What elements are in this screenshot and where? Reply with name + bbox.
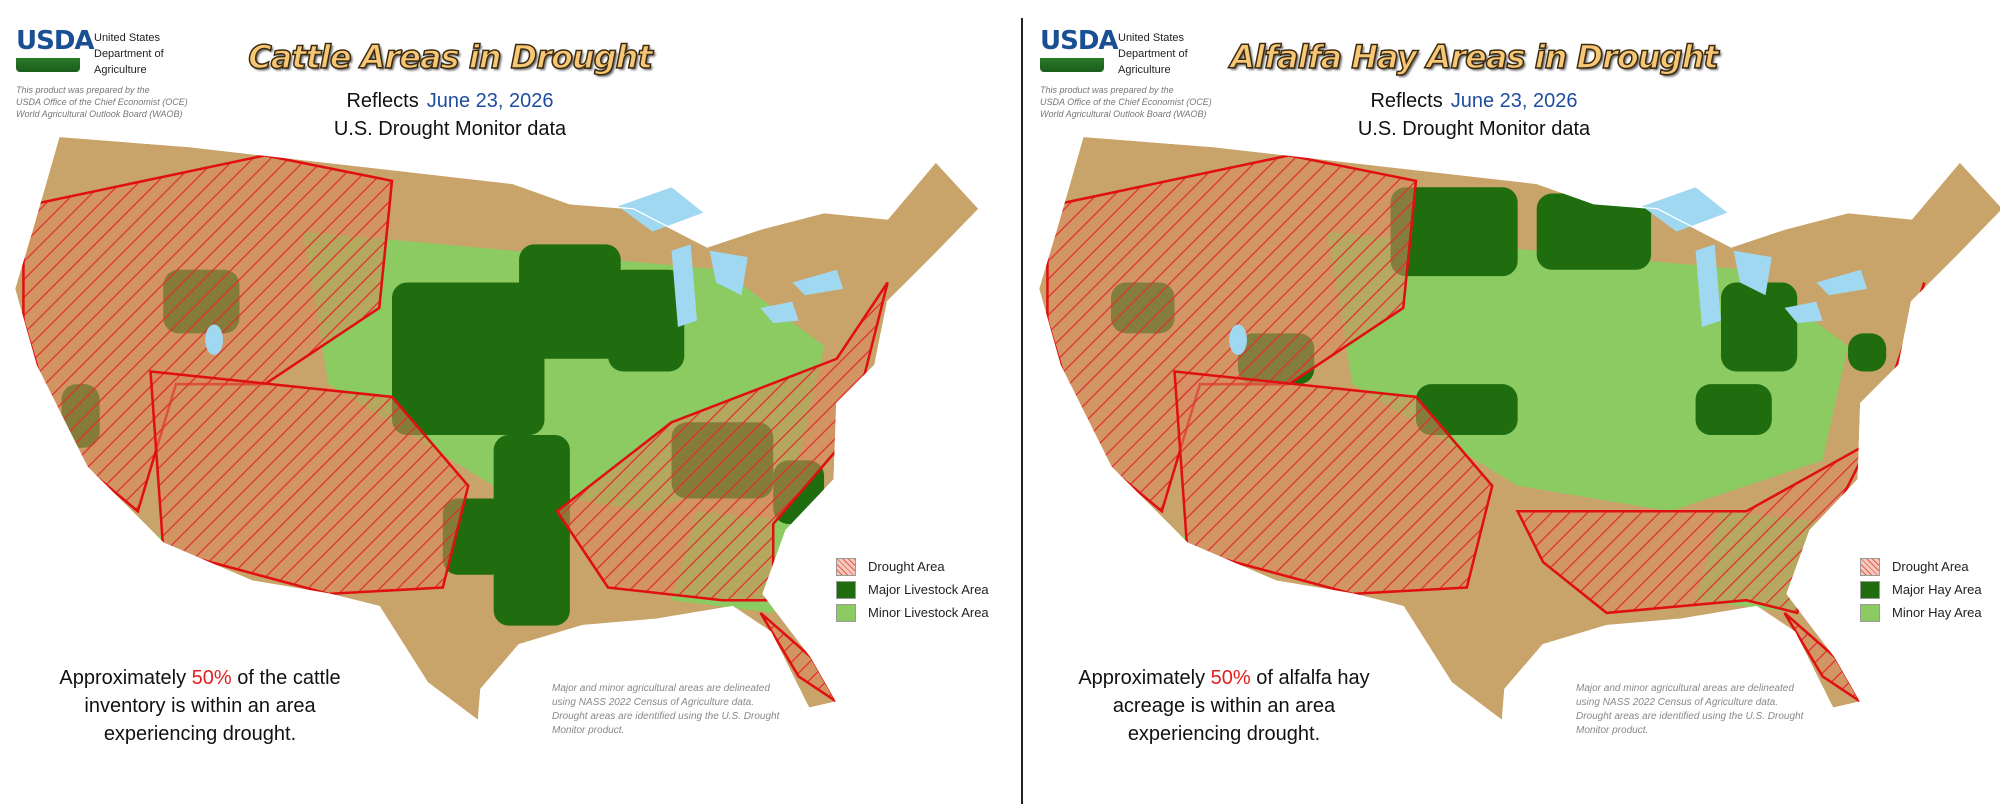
divider bbox=[1021, 18, 1023, 804]
text-line: Department of bbox=[94, 48, 164, 60]
text-line: USDA Office of the Chief Economist (OCE) bbox=[16, 97, 188, 107]
legend-label: Major Livestock Area bbox=[868, 582, 989, 597]
date: June 23, 2026 bbox=[1450, 90, 1578, 112]
reflects-label: Reflects bbox=[1370, 90, 1443, 112]
summary-text: Approximately bbox=[1078, 667, 1206, 689]
legend-label: Major Hay Area bbox=[1892, 582, 1982, 597]
footnote: Major and minor agricultural areas are d… bbox=[552, 683, 780, 736]
logo-text: USDA bbox=[1040, 26, 1119, 56]
note: This product was prepared by the USDA Off… bbox=[16, 84, 188, 120]
legend-item: Minor Livestock Area bbox=[836, 601, 989, 624]
summary-text: of alfalfa hay acreage is within an area… bbox=[1112, 667, 1370, 745]
text-line: Department of bbox=[1118, 48, 1188, 60]
reflects: Reflects June 23, 2026 bbox=[200, 90, 700, 113]
legend: Drought Area Major Hay Area Minor Hay Area bbox=[1860, 555, 1982, 624]
summary-highlight: 50% bbox=[1210, 667, 1251, 689]
footnote: Major and minor agricultural areas are d… bbox=[1576, 683, 1804, 736]
summary: Approximately 50% of the cattle inventor… bbox=[30, 664, 370, 748]
date: June 23, 2026 bbox=[426, 90, 554, 112]
text-line: Agriculture bbox=[1118, 64, 1171, 76]
legend-label: Minor Livestock Area bbox=[868, 605, 989, 620]
legend-item: Major Livestock Area bbox=[836, 578, 989, 601]
legend-label: Drought Area bbox=[868, 559, 945, 574]
summary: Approximately 50% of alfalfa hay acreage… bbox=[1054, 664, 1394, 748]
subtitle: U.S. Drought Monitor data bbox=[1357, 118, 1591, 140]
legend-item: Major Hay Area bbox=[1860, 578, 1982, 601]
summary-text: of the cattle inventory is within an are… bbox=[84, 667, 341, 745]
map bbox=[13, 135, 980, 723]
legend-item: Minor Hay Area bbox=[1860, 601, 1982, 624]
map bbox=[1037, 135, 2000, 723]
note: This product was prepared by the USDA Off… bbox=[1040, 84, 1212, 120]
legend: Drought Area Major Livestock Area Minor Li… bbox=[836, 555, 989, 624]
logo-text: USDA bbox=[16, 26, 95, 56]
text-line: World Agricultural Outlook Board (WAOB) bbox=[1040, 109, 1207, 119]
org-name: United States Department of Agriculture bbox=[1118, 30, 1188, 78]
text-line: Agriculture bbox=[94, 64, 147, 76]
title: Cattle Areas in Drought bbox=[248, 37, 654, 77]
text-line: World Agricultural Outlook Board (WAOB) bbox=[16, 109, 183, 119]
text-line: This product was prepared by the bbox=[16, 85, 150, 95]
reflects: Reflects June 23, 2026 bbox=[1224, 90, 1724, 113]
panel: USDA United States Department of Agricultu… bbox=[13, 26, 989, 748]
text-line: This product was prepared by the bbox=[1040, 85, 1174, 95]
legend-item: Drought Area bbox=[1860, 555, 1982, 578]
org-name: United States Department of Agriculture bbox=[94, 30, 164, 78]
title: Alfalfa Hay Areas in Drought bbox=[1230, 37, 1720, 77]
panel: USDA United States Department of Agricultu… bbox=[1024, 0, 2000, 804]
text-line: United States bbox=[1118, 32, 1185, 44]
legend-item: Drought Area bbox=[836, 555, 989, 578]
summary-text: Approximately bbox=[59, 667, 187, 689]
reflects-label: Reflects bbox=[346, 90, 419, 112]
logo: USDA bbox=[16, 26, 95, 72]
text-line: USDA Office of the Chief Economist (OCE) bbox=[1040, 97, 1212, 107]
summary-highlight: 50% bbox=[191, 667, 232, 689]
subtitle: U.S. Drought Monitor data bbox=[333, 118, 567, 140]
legend-label: Minor Hay Area bbox=[1892, 605, 1982, 620]
logo: USDA bbox=[1040, 26, 1119, 72]
text-line: United States bbox=[94, 32, 161, 44]
legend-label: Drought Area bbox=[1892, 559, 1969, 574]
